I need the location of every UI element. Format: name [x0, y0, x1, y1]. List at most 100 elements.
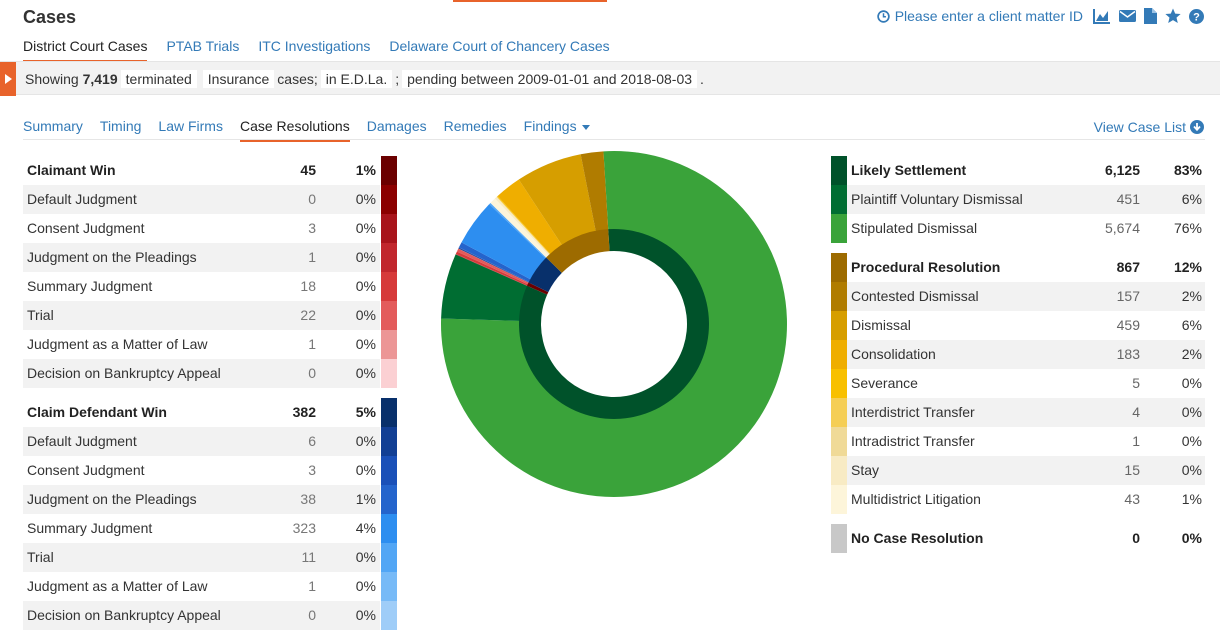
table-row-default-judgment[interactable]: Default Judgment 6 0% — [23, 427, 399, 456]
table-row-decision-on-bankruptcy-appeal[interactable]: Decision on Bankruptcy Appeal 0 0% — [23, 601, 399, 630]
table-row-trial[interactable]: Trial 11 0% — [23, 543, 399, 572]
group-row-no-case-resolution[interactable]: No Case Resolution 0 0% — [831, 524, 1205, 553]
tab-delaware-chancery[interactable]: Delaware Court of Chancery Cases — [389, 38, 610, 54]
outer-segment-claimant-win-trial[interactable] — [456, 248, 531, 286]
row-label: Default Judgment — [27, 433, 137, 449]
table-row-interdistrict-transfer[interactable]: Interdistrict Transfer 4 0% — [831, 398, 1205, 427]
tab-case-resolutions[interactable]: Case Resolutions — [239, 118, 350, 142]
row-label: Trial — [27, 549, 54, 565]
outer-segment-stipulated-dismissal[interactable] — [441, 151, 788, 497]
status-chip[interactable]: terminated — [120, 70, 197, 88]
row-label: Consent Judgment — [27, 220, 145, 236]
row-count: 867 — [1116, 259, 1140, 275]
table-row-stay[interactable]: Stay 15 0% — [831, 456, 1205, 485]
table-row-default-judgment[interactable]: Default Judgment 0 0% — [23, 185, 399, 214]
row-percent: 0% — [355, 462, 376, 478]
outer-segment-claim-defendant-win-judgment-as-a-matter-of-law[interactable] — [490, 202, 548, 259]
outer-segment-claim-defendant-win-judgment-on-the-pleadings[interactable] — [458, 242, 533, 283]
table-row-stipulated-dismissal[interactable]: Stipulated Dismissal 5,674 76% — [831, 214, 1205, 243]
outer-segment-plaintiff-voluntary-dismissal[interactable] — [441, 254, 529, 322]
row-label: Summary Judgment — [27, 520, 153, 536]
table-row-summary-judgment[interactable]: Summary Judgment 323 4% — [23, 514, 399, 543]
outer-segment-multidistrict-litigation[interactable] — [490, 198, 551, 259]
outer-segment-interdistrict-transfer[interactable] — [496, 196, 552, 256]
table-row-decision-on-bankruptcy-appeal[interactable]: Decision on Bankruptcy Appeal 0 0% — [23, 359, 399, 388]
court-chip[interactable]: in E.D.La. — [320, 70, 393, 88]
table-row-consent-judgment[interactable]: Consent Judgment 3 0% — [23, 214, 399, 243]
star-icon[interactable] — [1165, 8, 1181, 24]
outer-segment-intradistrict-transfer[interactable] — [496, 196, 551, 256]
row-count: 3 — [308, 220, 316, 236]
court-tabs: District Court Cases PTAB Trials ITC Inv… — [23, 38, 610, 63]
row-percent: 0% — [1181, 404, 1202, 420]
row-count: 1 — [308, 578, 316, 594]
tab-damages[interactable]: Damages — [366, 118, 427, 134]
tab-findings[interactable]: Findings — [524, 118, 590, 142]
table-row-contested-dismissal[interactable]: Contested Dismissal 157 2% — [831, 282, 1205, 311]
row-percent: 83% — [1173, 162, 1202, 178]
group-row-likely-settlement[interactable]: Likely Settlement 6,125 83% — [831, 156, 1205, 185]
row-label: Severance — [851, 375, 918, 391]
tab-district-court-cases[interactable]: District Court Cases — [23, 38, 148, 63]
tab-itc-investigations[interactable]: ITC Investigations — [258, 38, 371, 54]
chart-icon[interactable] — [1093, 8, 1111, 24]
table-row-trial[interactable]: Trial 22 0% — [23, 301, 399, 330]
filter-toggle-button[interactable] — [0, 62, 16, 96]
inner-segment-claimant-win[interactable] — [527, 282, 549, 295]
outer-segment-claim-defendant-win-trial[interactable] — [489, 202, 548, 260]
pending-date-chip[interactable]: pending between 2009-01-01 and 2018-08-0… — [402, 70, 698, 88]
tab-summary[interactable]: Summary — [23, 118, 83, 134]
table-row-judgment-as-a-matter-of-law[interactable]: Judgment as a Matter of Law 1 0% — [23, 572, 399, 601]
row-count: 157 — [1116, 288, 1140, 304]
table-row-judgment-on-the-pleadings[interactable]: Judgment on the Pleadings 38 1% — [23, 485, 399, 514]
envelope-icon[interactable] — [1119, 9, 1136, 23]
color-swatch — [381, 185, 397, 214]
outer-segment-claim-defendant-win-consent-judgment[interactable] — [458, 247, 531, 283]
table-row-consent-judgment[interactable]: Consent Judgment 3 0% — [23, 456, 399, 485]
document-icon[interactable] — [1144, 8, 1157, 24]
outer-segment-claimant-win-judgment-as-a-matter-of-law[interactable] — [458, 248, 531, 284]
outer-segment-dismissal[interactable] — [518, 154, 597, 247]
table-row-severance[interactable]: Severance 5 0% — [831, 369, 1205, 398]
group-row-procedural-resolution[interactable]: Procedural Resolution 867 12% — [831, 253, 1205, 282]
table-row-intradistrict-transfer[interactable]: Intradistrict Transfer 1 0% — [831, 427, 1205, 456]
outer-segment-consolidation[interactable] — [497, 179, 563, 256]
color-swatch — [381, 485, 397, 514]
outer-segment-contested-dismissal[interactable] — [580, 151, 609, 233]
help-icon[interactable]: ? — [1189, 8, 1204, 24]
outer-segment-claimant-win-summary-judgment[interactable] — [455, 251, 530, 287]
win-resolutions-table: Claimant Win 45 1% Default Judgment 0 0% Conse… — [23, 156, 399, 630]
outer-segment-claim-defendant-win-default-judgment[interactable] — [458, 247, 531, 284]
tab-ptab-trials[interactable]: PTAB Trials — [166, 38, 240, 54]
table-row-summary-judgment[interactable]: Summary Judgment 18 0% — [23, 272, 399, 301]
outer-segment-claim-defendant-win-summary-judgment[interactable] — [461, 204, 547, 281]
view-case-list-link[interactable]: View Case List — [1094, 119, 1204, 135]
outer-segment-claimant-win-judgment-on-the-pleadings[interactable] — [455, 253, 529, 287]
case-type-chip[interactable]: Insurance — [202, 70, 275, 88]
group-row-claim-defendant-win[interactable]: Claim Defendant Win 382 5% — [23, 398, 399, 427]
table-row-consolidation[interactable]: Consolidation 183 2% — [831, 340, 1205, 369]
case-resolutions-donut-chart — [441, 151, 788, 497]
table-row-multidistrict-litigation[interactable]: Multidistrict Litigation 43 1% — [831, 485, 1205, 514]
table-row-dismissal[interactable]: Dismissal 459 6% — [831, 311, 1205, 340]
group-row-claimant-win[interactable]: Claimant Win 45 1% — [23, 156, 399, 185]
table-row-judgment-as-a-matter-of-law[interactable]: Judgment as a Matter of Law 1 0% — [23, 330, 399, 359]
tab-law-firms[interactable]: Law Firms — [158, 118, 223, 134]
inner-segment-procedural-resolution[interactable] — [546, 229, 610, 273]
table-row-judgment-on-the-pleadings[interactable]: Judgment on the Pleadings 1 0% — [23, 243, 399, 272]
row-label: Dismissal — [851, 317, 911, 333]
showing-label: Showing — [25, 71, 79, 87]
outer-segment-stay[interactable] — [494, 196, 551, 257]
outer-segment-severance[interactable] — [497, 195, 552, 256]
client-matter-link[interactable]: Please enter a client matter ID — [876, 8, 1083, 24]
row-count: 1 — [308, 249, 316, 265]
outer-segment-claimant-win-consent-judgment[interactable] — [455, 254, 529, 287]
inner-segment-claim-defendant-win[interactable] — [528, 257, 562, 293]
table-row-plaintiff-voluntary-dismissal[interactable]: Plaintiff Voluntary Dismissal 451 6% — [831, 185, 1205, 214]
row-percent: 5% — [355, 404, 376, 420]
tab-timing[interactable]: Timing — [99, 118, 142, 134]
tab-remedies[interactable]: Remedies — [443, 118, 507, 134]
tab-findings-label: Findings — [523, 118, 577, 134]
row-label: Claimant Win — [27, 162, 116, 178]
view-case-list-label: View Case List — [1093, 119, 1186, 135]
